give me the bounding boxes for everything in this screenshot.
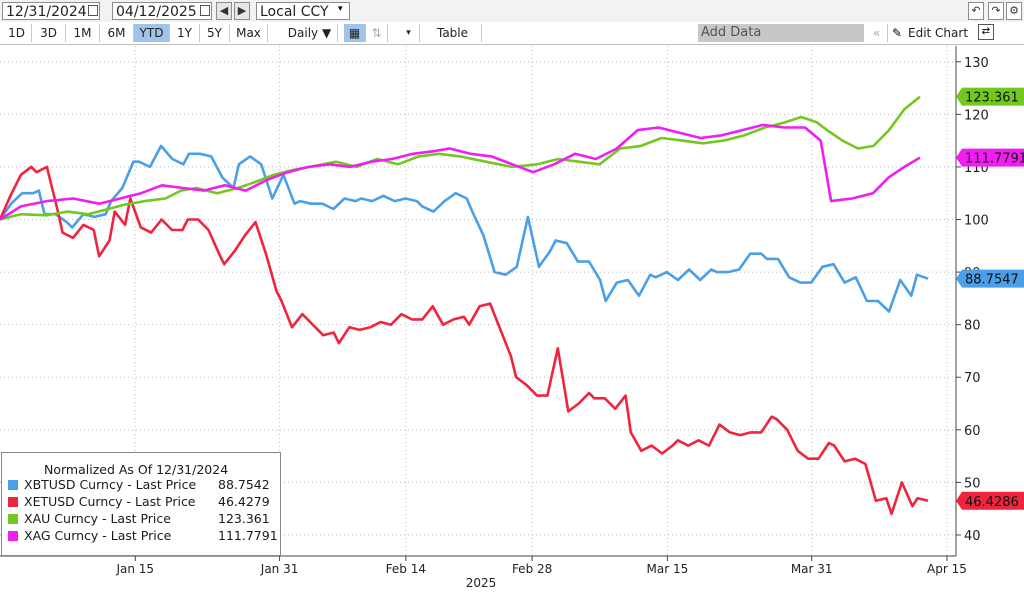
legend: Normalized As Of 12/31/2024 XBTUSD Curnc… [1,452,281,556]
legend-series-name: XAG Curncy - Last Price [24,528,172,543]
top-toolbar: 12/31/2024 04/12/2025 ◀ ▶ Local CCY ▾ ↶ … [0,0,1024,22]
last-value-text: 123.361 [965,91,1019,106]
y-tick-label: 70 [964,371,981,386]
legend-swatch [8,531,18,541]
y-tick-label: 100 [964,214,989,229]
y-tick-label: 40 [964,529,981,544]
last-value-tag [956,491,1024,510]
legend-header: Normalized As Of 12/31/2024 [44,462,229,477]
series-line-1 [0,144,929,313]
currency-select[interactable]: Local CCY [256,2,350,20]
legend-swatch [8,480,18,490]
x-tick-label: Mar 15 [647,562,689,576]
y-tick-label: 60 [964,424,981,439]
x-axis-label: 2025 [466,576,497,590]
y-tick-label: 120 [964,108,989,123]
next-period-button[interactable]: ▶ [234,2,250,20]
legend-item[interactable]: XETUSD Curncy - Last Price 46.4279 [8,494,276,510]
legend-swatch [8,514,18,524]
range-button-max[interactable]: Max [230,24,268,42]
legend-series-value: 46.4279 [218,494,270,509]
legend-item[interactable]: XAG Curncy - Last Price 111.7791 [8,528,278,544]
legend-item[interactable]: XBTUSD Curncy - Last Price 88.7542 [8,477,276,493]
range-button-6m[interactable]: 6M [100,24,134,42]
legend-item[interactable]: XAU Curncy - Last Price 123.361 [8,511,276,527]
legend-series-name: XETUSD Curncy - Last Price [24,494,196,509]
edit-chart-button[interactable]: Edit Chart [908,26,969,40]
prev-period-button[interactable]: ◀ [216,2,232,20]
start-date-field[interactable]: 12/31/2024 [2,2,100,20]
line-style-button[interactable]: ▦ [344,24,366,42]
legend-series-name: XBTUSD Curncy - Last Price [24,477,197,492]
chart-settings-icon[interactable]: ⚙ [1006,2,1022,20]
undo-icon[interactable]: ↶ [968,2,984,20]
series-line-2 [0,165,929,516]
end-date-field[interactable]: 04/12/2025 [112,2,212,20]
calendar-icon[interactable] [200,5,210,16]
last-value-label: 111.7791 [956,148,1024,167]
x-tick-label: Feb 28 [512,562,552,576]
legend-series-value: 111.7791 [218,528,278,543]
legend-series-name: XAU Curncy - Last Price [24,511,171,526]
y-tick-label: 80 [964,319,981,334]
frequency-select[interactable]: Daily ▼ [282,24,338,42]
last-value-label: 123.361 [956,87,1024,106]
x-tick-label: Apr 15 [927,562,967,576]
range-button-1d[interactable]: 1D [2,24,32,42]
range-button-1m[interactable]: 1M [66,24,100,42]
redo-icon[interactable]: ↷ [988,2,1004,20]
last-value-tag [956,87,1024,106]
last-value-text: 46.4286 [965,495,1019,510]
legend-series-value: 123.361 [218,511,270,526]
series-line-3 [0,95,921,221]
last-value-label: 46.4286 [956,491,1024,510]
chevron-down-icon[interactable]: ▾ [338,4,343,14]
table-button[interactable]: Table [424,24,482,42]
add-data-field[interactable]: Add Data [698,24,864,42]
last-value-tag [956,269,1024,288]
x-tick-label: Jan 31 [260,562,299,576]
calendar-icon[interactable] [88,5,98,16]
chart-type-icon[interactable]: ⇄ [978,24,994,40]
last-value-label: 88.7547 [956,269,1024,288]
x-tick-label: Mar 31 [791,562,833,576]
legend-series-value: 88.7542 [218,477,270,492]
range-button-3d[interactable]: 3D [32,24,66,42]
last-value-tag [956,148,1024,167]
bar-style-button[interactable]: ⇅ [366,24,388,42]
range-button-1y[interactable]: 1Y [170,24,200,42]
x-tick-label: Feb 14 [386,562,426,576]
series-line-4 [0,123,921,221]
last-value-text: 111.7791 [965,152,1024,167]
pencil-icon[interactable]: ✎ [892,26,903,40]
range-button-ytd[interactable]: YTD [134,24,170,42]
legend-swatch [8,497,18,507]
last-value-text: 88.7547 [965,273,1019,288]
more-options-button[interactable]: ▾ [398,24,420,42]
collapse-icon[interactable]: « [866,24,888,42]
y-tick-label: 130 [964,56,989,71]
x-tick-label: Jan 15 [115,562,154,576]
range-button-5y[interactable]: 5Y [200,24,230,42]
y-tick-label: 50 [964,476,981,491]
